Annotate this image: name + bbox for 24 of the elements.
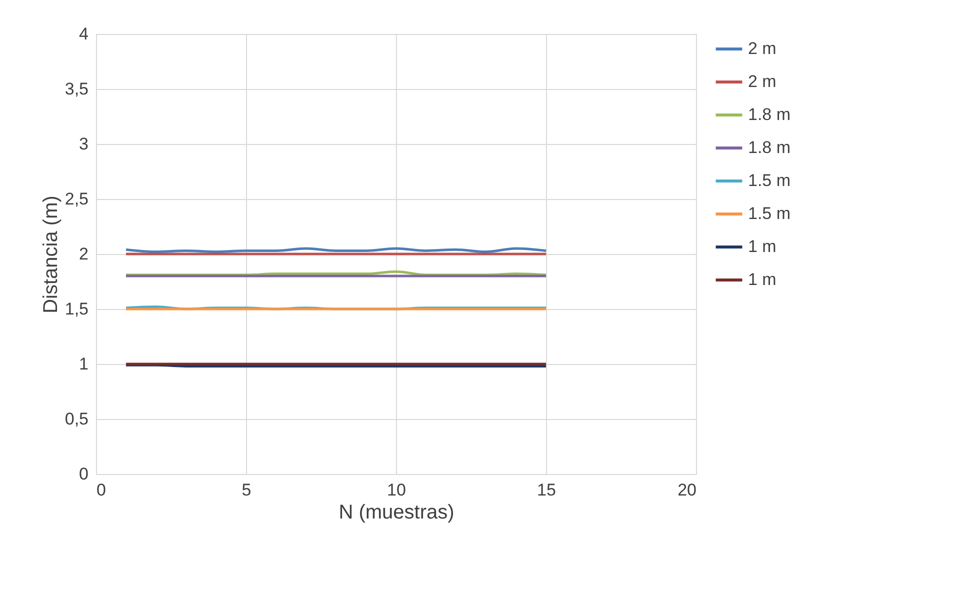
y-tick-label: 0,5 bbox=[64, 410, 88, 428]
x-tick-label: 15 bbox=[537, 480, 556, 500]
y-axis-title: Distancia (m) bbox=[40, 196, 62, 314]
x-axis-title: N (muestras) bbox=[338, 502, 454, 524]
y-tick-label: 0 bbox=[79, 464, 88, 484]
x-tick-label: 5 bbox=[242, 480, 252, 500]
x-tick-label: 0 bbox=[96, 480, 106, 500]
x-tick-label: 10 bbox=[387, 480, 406, 500]
legend-label: 1 m bbox=[748, 270, 776, 289]
y-tick-label: 2 bbox=[79, 244, 88, 264]
y-tick-label: 3 bbox=[79, 134, 88, 154]
legend-label: 1.8 m bbox=[748, 105, 791, 124]
x-tick-label: 20 bbox=[678, 480, 696, 500]
legend-label: 2 m bbox=[748, 72, 776, 91]
y-tick-label: 4 bbox=[79, 24, 88, 44]
y-tick-label: 1 bbox=[79, 354, 88, 374]
legend-label: 1 m bbox=[748, 237, 776, 256]
y-tick-label: 3,5 bbox=[64, 80, 88, 98]
legend-label: 1.5 m bbox=[748, 204, 791, 223]
legend-label: 2 m bbox=[748, 39, 776, 58]
legend-label: 1.5 m bbox=[748, 171, 791, 190]
legend-label: 1.8 m bbox=[748, 138, 791, 157]
y-tick-label: 2,5 bbox=[64, 190, 88, 208]
y-tick-label: 1,5 bbox=[64, 300, 88, 318]
